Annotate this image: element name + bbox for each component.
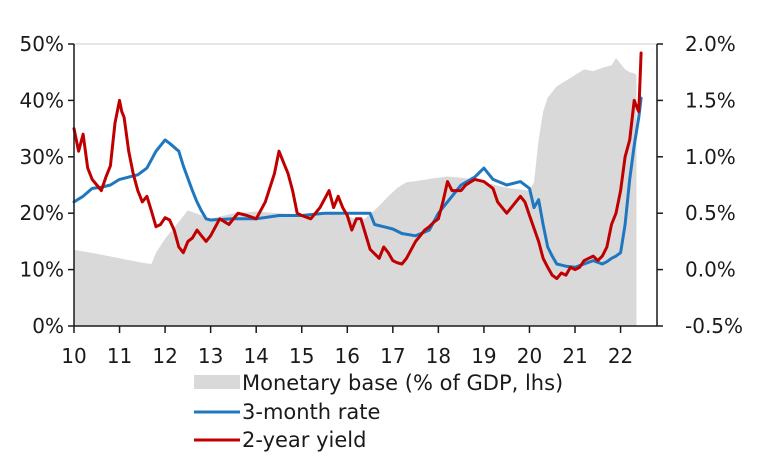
right-tick-label: 1.0% (685, 145, 736, 169)
series-area-monetary-base (74, 58, 637, 326)
x-tick-label: 18 (426, 344, 451, 368)
x-tick-label: 15 (289, 344, 314, 368)
left-tick-label: 50% (20, 32, 64, 56)
left-tick-label: 30% (20, 145, 64, 169)
legend-label-monetary-base: Monetary base (% of GDP, lhs) (242, 371, 563, 395)
x-tick-label: 12 (152, 344, 177, 368)
x-tick-label: 20 (517, 344, 542, 368)
x-tick-label: 14 (243, 344, 268, 368)
left-tick-label: 10% (20, 258, 64, 282)
tick-layer: 10 11 12 13 14 15 16 17 18 19 20 21 22 0% 10% 20% 30% 40%… (20, 32, 743, 368)
x-tick-label: 13 (198, 344, 223, 368)
legend-label-three-month: 3-month rate (242, 400, 380, 424)
legend-label-two-year: 2-year yield (242, 428, 366, 452)
right-tick-label: 0.5% (685, 201, 736, 225)
right-tick-label: 2.0% (685, 32, 736, 56)
series-line-two-year (72, 51, 643, 281)
right-tick-label: 1.5% (685, 88, 736, 112)
series-lines-layer (72, 51, 643, 281)
left-tick-label: 20% (20, 201, 64, 225)
x-tick-label: 17 (380, 344, 405, 368)
right-tick-label: -0.5% (685, 314, 743, 338)
x-tick-label: 19 (471, 344, 496, 368)
x-tick-label: 10 (61, 344, 86, 368)
legend: Monetary base (% of GDP, lhs) 3-month ra… (194, 371, 563, 452)
left-tick-label: 40% (20, 88, 64, 112)
axes-layer (73, 44, 658, 327)
series-line-three-month (72, 96, 643, 269)
monetary-base-area-layer (74, 43, 657, 326)
x-tick-label: 11 (107, 344, 132, 368)
legend-swatch-monetary-base (194, 375, 240, 389)
x-tick-label: 16 (335, 344, 360, 368)
x-tick-label: 21 (562, 344, 587, 368)
right-tick-label: 0.0% (685, 258, 736, 282)
left-tick-label: 0% (32, 314, 64, 338)
x-tick-label: 22 (608, 344, 633, 368)
